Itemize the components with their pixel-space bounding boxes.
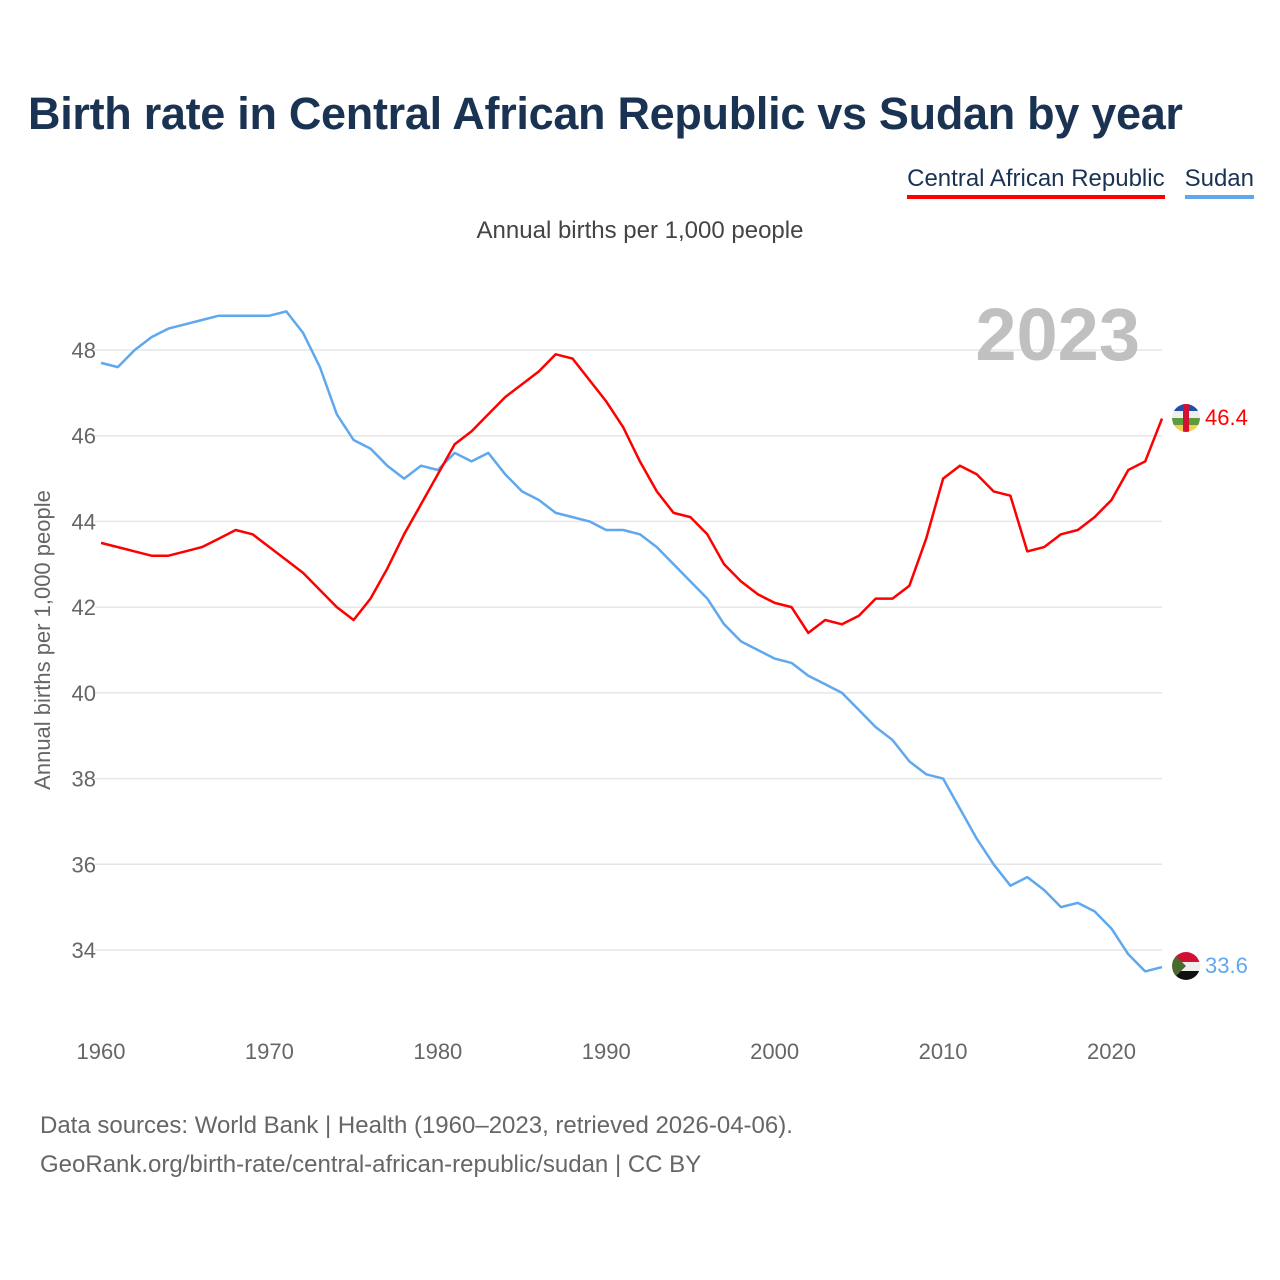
source-line-1: Data sources: World Bank | Health (1960–… — [40, 1112, 793, 1139]
car-end-label: 46.4 — [1205, 405, 1248, 430]
car-flag-icon — [1172, 404, 1200, 432]
legend-item-car[interactable]: Central African Republic — [907, 165, 1165, 199]
y-tick-label: 40 — [72, 681, 96, 706]
legend: Central African Republic Sudan — [907, 165, 1254, 199]
source-note: Data sources: World Bank | Health (1960–… — [40, 1106, 793, 1184]
legend-item-sudan[interactable]: Sudan — [1184, 165, 1254, 199]
x-tick-label: 1980 — [413, 1039, 462, 1064]
chart-title: Birth rate in Central African Republic v… — [28, 88, 1183, 139]
source-line-2[interactable]: GeoRank.org/birth-rate/central-african-r… — [40, 1151, 702, 1178]
y-tick-label: 44 — [72, 509, 96, 534]
y-tick-label: 36 — [72, 852, 96, 877]
series-line-central-african-republic — [100, 353, 1164, 635]
y-axis-label: Annual births per 1,000 people — [30, 490, 55, 790]
x-tick-label: 1960 — [77, 1039, 126, 1064]
chart-subtitle: Annual births per 1,000 people — [476, 217, 804, 244]
x-tick-label: 2000 — [750, 1039, 799, 1064]
y-tick-label: 42 — [72, 595, 96, 620]
x-tick-label: 2020 — [1087, 1039, 1136, 1064]
x-tick-label: 2010 — [919, 1039, 968, 1064]
sudan-flag-icon — [1172, 952, 1200, 980]
y-tick-label: 34 — [72, 938, 96, 963]
x-tick-label: 1970 — [245, 1039, 294, 1064]
y-tick-label: 46 — [72, 424, 96, 449]
sudan-end-label: 33.6 — [1205, 953, 1248, 978]
series-line-sudan — [100, 310, 1163, 973]
y-tick-label: 48 — [72, 338, 96, 363]
y-tick-label: 38 — [72, 767, 96, 792]
x-tick-label: 1990 — [582, 1039, 631, 1064]
year-watermark: 2023 — [975, 293, 1140, 376]
